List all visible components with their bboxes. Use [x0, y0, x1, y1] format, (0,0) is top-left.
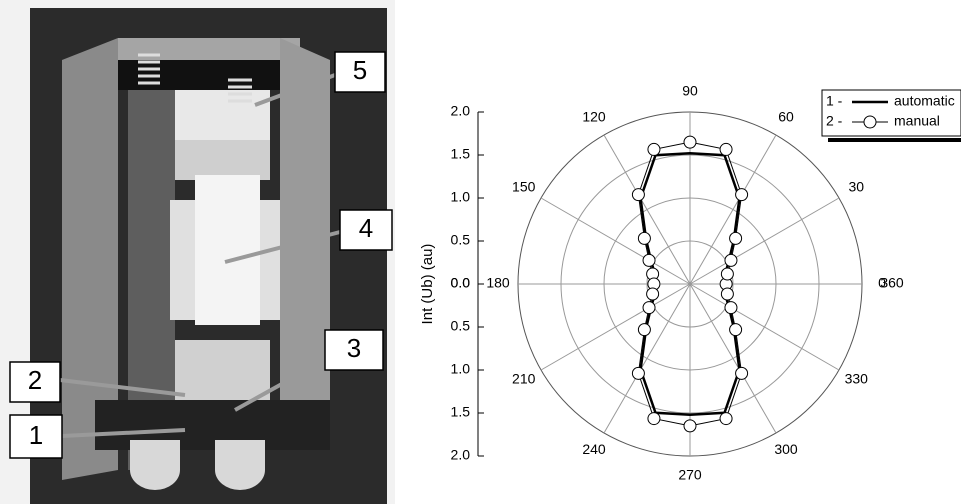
data-point: [647, 412, 661, 426]
theta-tick-label: 210: [512, 371, 536, 387]
data-point: [631, 188, 645, 202]
spoke: [540, 283, 691, 371]
theta-tick-label: 240: [582, 441, 606, 457]
data-point: [637, 231, 651, 245]
callout-label: 2: [28, 365, 42, 395]
theta-tick-label: 300: [774, 441, 798, 457]
callout-label: 3: [347, 333, 361, 363]
r-tick-label: 0.5: [451, 318, 471, 334]
r-tick-label: 1.0: [451, 361, 471, 377]
legend-prefix: 2 -: [826, 113, 843, 129]
data-point: [719, 142, 733, 156]
theta-tick-label: 90: [682, 83, 698, 99]
r-tick-label: 0.0: [451, 275, 471, 291]
data-point: [642, 301, 656, 315]
r-tick-label: 2.0: [451, 103, 471, 119]
theta-tick-label: 180: [486, 275, 510, 291]
data-point: [683, 135, 697, 149]
data-point: [720, 267, 734, 281]
base: [95, 400, 330, 450]
theta-tick-label: 330: [845, 371, 869, 387]
callout-label: 4: [359, 213, 373, 243]
theta-tick-label: 60: [778, 108, 794, 124]
data-point: [724, 253, 738, 267]
r-tick-label: 1.5: [451, 146, 471, 162]
spoke: [603, 134, 691, 285]
data-point: [724, 301, 738, 315]
spoke: [540, 197, 691, 285]
data-point: [735, 188, 749, 202]
data-point: [729, 323, 743, 337]
left-wall: [62, 38, 118, 480]
theta-tick-label: 0: [878, 275, 886, 291]
data-point: [720, 287, 734, 301]
theta-tick-label: 150: [512, 179, 536, 195]
polar-plot: 0.00.00.50.51.01.01.51.52.02.00306090120…: [451, 83, 961, 483]
inner-cylinder: [195, 175, 260, 325]
r-tick-label: 1.5: [451, 404, 471, 420]
data-point: [646, 287, 660, 301]
legend-marker: [863, 115, 877, 129]
spoke: [689, 134, 777, 285]
callout-label: 1: [29, 420, 43, 450]
legend-box: [821, 89, 961, 137]
spoke: [689, 197, 840, 285]
y-axis-title: Int (Ub) (au): [419, 244, 436, 325]
data-point: [735, 366, 749, 380]
r-tick-label: 0.0: [451, 275, 471, 291]
legend-prefix: 1 -: [826, 93, 843, 109]
data-point: [683, 419, 697, 433]
callout-boxes: [9, 51, 393, 459]
data-point: [647, 142, 661, 156]
legend-label: manual: [894, 113, 940, 129]
callout-arrows: [59, 73, 341, 438]
left-column: [128, 90, 175, 470]
feet: [130, 440, 265, 490]
spoke: [689, 283, 840, 371]
data-point: [729, 231, 743, 245]
data-point: [719, 412, 733, 426]
springs: [138, 53, 252, 103]
theta-tick-label: 270: [678, 467, 702, 483]
right-wall: [280, 38, 330, 440]
spoke: [603, 283, 691, 434]
legend-label: automatic: [894, 93, 955, 109]
spoke: [689, 283, 777, 434]
theta-tick-label: 30: [848, 179, 864, 195]
callout-label: 5: [353, 55, 367, 85]
data-point: [642, 253, 656, 267]
device-illustration: 1 2 3 4 5: [0, 0, 395, 504]
data-point: [637, 323, 651, 337]
r-tick-label: 1.0: [451, 189, 471, 205]
data-point: [631, 366, 645, 380]
theta-tick-label: 120: [582, 108, 606, 124]
theta-tick-label: 360: [880, 275, 904, 291]
r-tick-label: 0.5: [451, 232, 471, 248]
r-tick-label: 2.0: [451, 447, 471, 463]
cross-plate: [175, 140, 270, 180]
top-frame: [118, 38, 300, 60]
